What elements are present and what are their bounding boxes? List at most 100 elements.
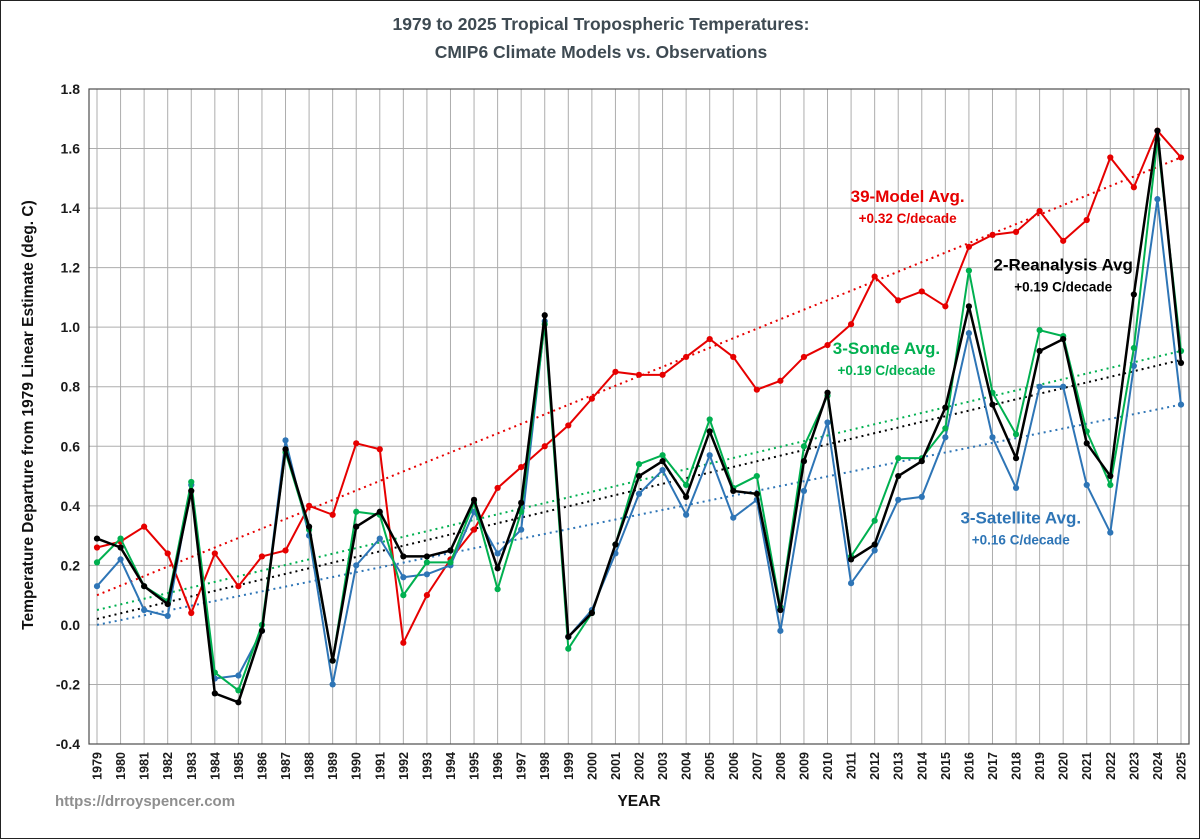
svg-text:1990: 1990 — [350, 752, 364, 780]
data-point — [494, 565, 501, 572]
svg-text:1989: 1989 — [326, 752, 340, 780]
y-axis-label: Temperature Departure from 1979 Linear E… — [20, 200, 37, 630]
data-point — [353, 562, 360, 569]
svg-text:1985: 1985 — [232, 752, 246, 780]
svg-text:1987: 1987 — [279, 752, 293, 780]
data-point — [1060, 335, 1067, 343]
data-point — [400, 574, 407, 581]
data-point — [400, 553, 407, 560]
data-point — [93, 544, 101, 551]
svg-text:2000: 2000 — [585, 752, 599, 780]
data-point — [141, 606, 148, 614]
svg-text:2002: 2002 — [633, 752, 647, 780]
svg-text:-0.2: -0.2 — [56, 676, 80, 692]
svg-text:-0.4: -0.4 — [56, 736, 80, 752]
svg-text:1998: 1998 — [538, 752, 552, 780]
data-point — [211, 550, 218, 557]
data-point — [635, 472, 643, 480]
data-point — [1060, 237, 1067, 244]
data-point — [1012, 228, 1020, 236]
data-point — [235, 699, 242, 706]
data-point — [1130, 184, 1137, 191]
data-point — [871, 273, 878, 280]
data-point — [1060, 383, 1067, 390]
data-point — [777, 627, 784, 634]
data-point — [1083, 216, 1090, 224]
data-point — [353, 508, 360, 515]
data-point — [1036, 347, 1043, 355]
data-point — [1177, 154, 1185, 161]
data-point — [423, 592, 431, 599]
data-point — [989, 231, 996, 238]
data-point — [895, 455, 902, 462]
data-point — [117, 544, 124, 551]
data-point — [847, 321, 855, 328]
svg-text:2-Reanalysis Avg: 2-Reanalysis Avg — [993, 256, 1133, 275]
svg-text:2019: 2019 — [1033, 752, 1047, 780]
data-point — [541, 312, 548, 319]
data-point — [895, 297, 902, 304]
data-point — [188, 487, 195, 495]
data-point — [1107, 481, 1114, 489]
data-point — [565, 422, 572, 429]
svg-text:2013: 2013 — [892, 752, 906, 780]
data-point — [965, 330, 973, 337]
source-url: https://drroyspencer.com — [55, 793, 236, 810]
svg-text:0.4: 0.4 — [61, 498, 81, 514]
svg-text:+0.32 C/decade: +0.32 C/decade — [859, 211, 957, 226]
data-point — [753, 490, 760, 498]
data-point — [305, 523, 313, 530]
data-point — [494, 550, 501, 557]
data-point — [93, 559, 101, 566]
data-point — [942, 303, 949, 310]
data-point — [989, 401, 996, 408]
svg-text:2012: 2012 — [868, 752, 882, 780]
data-point — [423, 553, 431, 560]
data-point — [1036, 207, 1043, 215]
data-point — [847, 580, 855, 587]
data-point — [635, 371, 643, 378]
data-point — [753, 472, 760, 480]
svg-text:0.0: 0.0 — [61, 617, 81, 633]
data-point — [612, 541, 619, 548]
data-point — [683, 481, 690, 489]
svg-text:2010: 2010 — [821, 752, 835, 780]
data-point — [565, 633, 572, 640]
data-point — [235, 583, 242, 590]
annotation-3-sonde-avg: 3-Sonde Avg. +0.19 C/decade — [833, 339, 940, 378]
data-point — [918, 458, 925, 465]
data-point — [659, 452, 666, 459]
svg-text:2009: 2009 — [797, 752, 811, 780]
chart-title-line2: CMIP6 Climate Models vs. Observations — [434, 42, 768, 62]
svg-text:1.6: 1.6 — [61, 141, 81, 157]
data-point — [141, 583, 148, 590]
x-axis-tick-labels: 1979 1980 1981 1982 1983 1984 1985 1986 1987 1988… — [91, 752, 1189, 780]
data-point — [683, 353, 690, 361]
svg-text:1993: 1993 — [420, 752, 434, 780]
data-point — [965, 243, 973, 250]
data-point — [635, 490, 643, 498]
data-point — [518, 499, 525, 506]
data-point — [117, 556, 124, 563]
data-point — [329, 681, 336, 688]
data-point — [541, 443, 548, 450]
svg-text:0.6: 0.6 — [61, 438, 81, 454]
data-point — [1107, 529, 1114, 536]
data-point — [141, 523, 148, 530]
data-point — [1177, 401, 1185, 408]
data-point — [447, 559, 454, 566]
svg-text:+0.19 C/decade: +0.19 C/decade — [1014, 280, 1112, 295]
data-point — [117, 535, 124, 542]
svg-text:2024: 2024 — [1151, 752, 1165, 780]
data-point — [1083, 481, 1090, 489]
svg-text:2025: 2025 — [1175, 752, 1189, 780]
data-point — [871, 547, 878, 554]
data-point — [824, 419, 831, 426]
data-point — [353, 523, 360, 530]
data-point — [847, 556, 855, 563]
data-point — [1036, 383, 1043, 390]
data-point — [235, 687, 242, 694]
svg-text:2017: 2017 — [986, 752, 1000, 780]
x-axis-label: YEAR — [617, 793, 661, 810]
